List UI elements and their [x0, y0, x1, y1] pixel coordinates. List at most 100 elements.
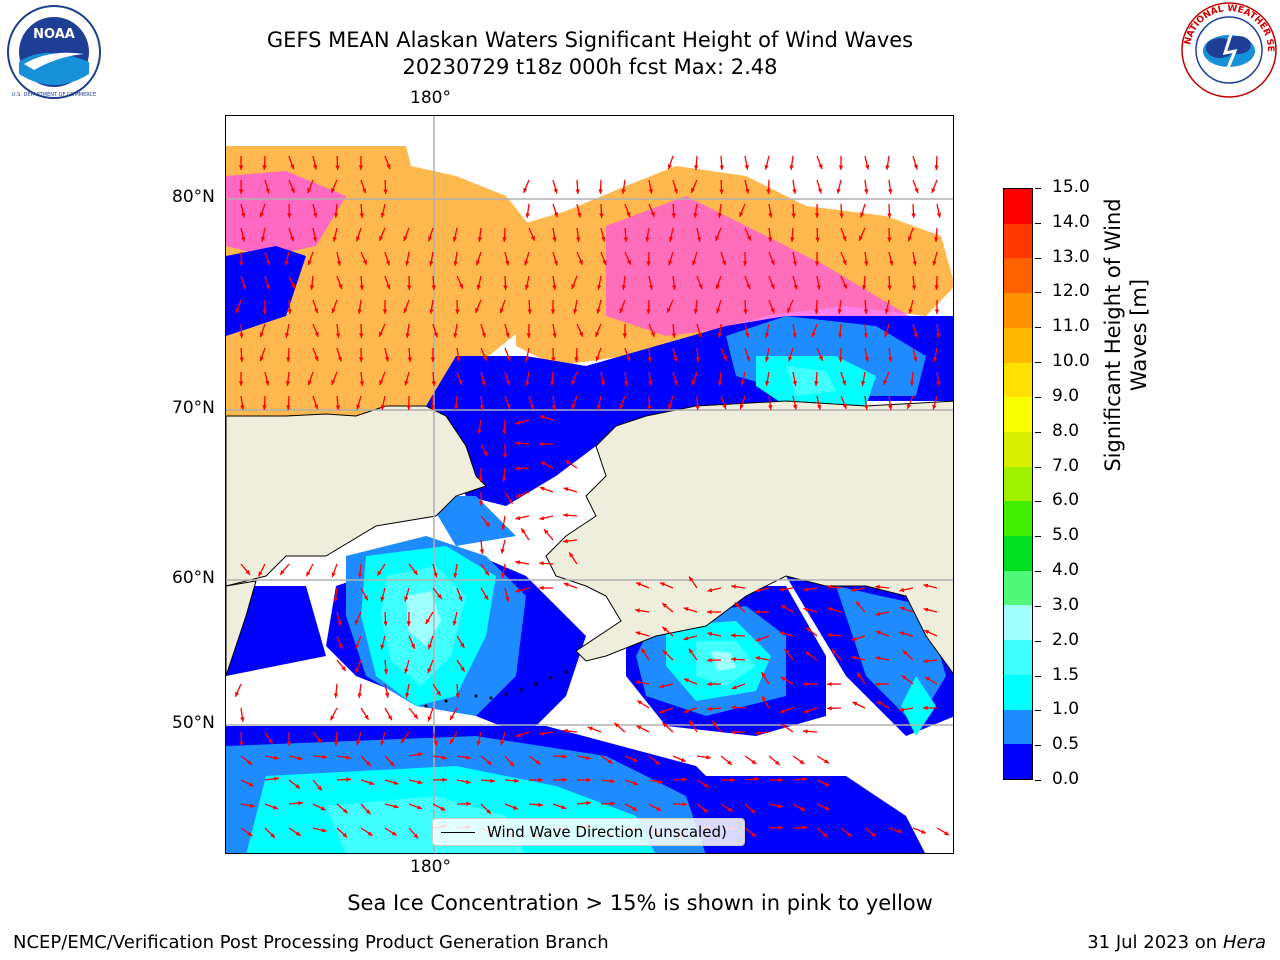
wind-wave-arrowhead — [693, 309, 698, 314]
wind-wave-arrowhead — [689, 576, 694, 582]
wind-wave-arrowhead — [780, 677, 786, 682]
wind-wave-arrowhead — [515, 493, 521, 498]
wind-wave-arrowhead — [403, 308, 408, 314]
wind-wave-arrowhead — [742, 261, 748, 266]
wind-wave-arrowhead — [539, 486, 545, 491]
wind-wave-arrowhead — [431, 381, 436, 386]
wind-wave-arrowhead — [359, 333, 364, 338]
colorbar-segment — [1004, 327, 1032, 363]
wind-wave-arrowhead — [695, 357, 701, 362]
wind-wave-arrowhead — [483, 451, 488, 457]
wind-wave-arrowhead — [539, 561, 544, 566]
wind-wave-arrowhead — [764, 332, 770, 338]
wind-wave-arrowhead — [762, 695, 767, 701]
wind-wave-arrowhead — [485, 521, 490, 527]
wind-wave-arrowhead — [852, 702, 858, 706]
wind-wave-arrowhead — [827, 706, 832, 711]
wind-wave-arrowhead — [273, 805, 279, 810]
wind-wave-arrowhead — [924, 630, 930, 635]
colorbar-tick-label: 9.0 — [1052, 385, 1080, 406]
wind-wave-arrowhead — [539, 731, 544, 736]
wind-wave-arrowhead — [335, 405, 341, 410]
wind-wave-arrowhead — [286, 405, 291, 410]
wind-wave-arrowhead — [635, 608, 640, 613]
wind-wave-arrowhead — [865, 164, 870, 170]
wind-wave-arrowhead — [779, 631, 785, 636]
wind-wave-arrowhead — [366, 761, 371, 766]
wind-wave-arrowhead — [707, 588, 713, 593]
wind-wave-arrowhead — [285, 381, 291, 386]
wind-wave-arrowhead — [626, 259, 631, 265]
colorbar-segment — [1004, 536, 1032, 571]
colorbar-segment — [1004, 501, 1032, 537]
wind-wave-arrowhead — [715, 235, 720, 241]
wind-wave-arrowhead — [313, 164, 318, 170]
wind-wave-arrowhead — [383, 669, 389, 674]
wind-wave-arrowhead — [817, 188, 822, 194]
wind-wave-arrowhead — [731, 584, 736, 589]
wind-wave-arrowhead — [824, 806, 830, 810]
wind-wave-arrowhead — [712, 721, 717, 726]
wind-wave-arrowhead — [331, 380, 336, 385]
wind-wave-arrowhead — [746, 356, 751, 362]
wind-wave-arrowhead — [610, 801, 615, 806]
wind-wave-arrowhead — [739, 404, 744, 410]
wind-wave-arrowhead — [322, 754, 327, 759]
wind-wave-arrowhead — [307, 260, 312, 266]
wind-wave-arrowhead — [925, 676, 930, 681]
wind-wave-arrowhead — [597, 284, 602, 290]
wind-wave-arrowhead — [314, 404, 319, 410]
wind-wave-arrowhead — [719, 189, 724, 194]
wind-wave-arrowhead — [530, 235, 535, 241]
wind-wave-arrowhead — [241, 284, 246, 290]
wind-wave-arrowhead — [912, 261, 917, 266]
wind-wave-arrowhead — [357, 693, 362, 698]
wind-wave-arrowhead — [659, 684, 665, 689]
wind-wave-arrowhead — [482, 355, 487, 361]
colorbar-segment — [1004, 293, 1032, 328]
wind-wave-arrowhead — [270, 833, 275, 838]
wind-wave-arrowhead — [911, 285, 917, 290]
wind-wave-arrowhead — [884, 332, 889, 338]
wind-wave-arrowhead — [429, 309, 434, 314]
wind-wave-arrowhead — [857, 672, 862, 678]
wind-wave-arrowhead — [875, 611, 881, 616]
wind-wave-arrowhead — [875, 682, 880, 687]
wind-wave-arrowhead — [362, 259, 367, 265]
wind-wave-arrowhead — [417, 805, 423, 810]
wind-wave-arrowhead — [855, 601, 861, 607]
wind-wave-arrowhead — [259, 212, 264, 218]
wind-wave-arrowhead — [500, 548, 505, 554]
wind-wave-arrowhead — [481, 332, 486, 338]
wind-wave-arrowhead — [466, 801, 471, 806]
wind-wave-arrowhead — [923, 583, 929, 588]
wind-wave-arrowhead — [683, 709, 689, 714]
wind-wave-arrowhead — [380, 596, 385, 602]
wind-wave-arrowhead — [932, 260, 937, 266]
wind-wave-arrowhead — [284, 260, 289, 266]
wind-wave-arrowhead — [936, 333, 941, 338]
wind-wave-arrowhead — [655, 760, 660, 765]
wind-wave-arrowhead — [648, 284, 653, 290]
wind-wave-arrowhead — [793, 284, 798, 290]
wind-wave-arrowhead — [621, 285, 626, 290]
wind-wave-arrowhead — [539, 415, 545, 420]
wind-wave-arrowhead — [505, 332, 510, 338]
wind-wave-arrowhead — [290, 164, 295, 170]
wind-wave-arrowhead — [934, 309, 940, 314]
wind-wave-arrowhead — [386, 164, 391, 170]
wind-wave-arrowhead — [338, 644, 343, 649]
wind-wave-arrowhead — [393, 780, 399, 785]
wind-wave-arrowhead — [515, 441, 520, 446]
wind-wave-arrowhead — [418, 752, 423, 757]
wind-wave-arrowhead — [774, 760, 780, 765]
wind-wave-arrowhead — [379, 235, 384, 241]
wind-wave-arrowhead — [716, 308, 721, 314]
wind-wave-arrowhead — [565, 460, 571, 465]
wind-wave-arrowhead — [707, 609, 712, 615]
wind-wave-arrowhead — [731, 657, 736, 662]
wind-wave-arrowhead — [563, 487, 569, 492]
wind-wave-arrowhead — [405, 261, 410, 266]
wind-wave-arrowhead — [379, 380, 384, 385]
wind-wave-arrowhead — [258, 571, 263, 577]
